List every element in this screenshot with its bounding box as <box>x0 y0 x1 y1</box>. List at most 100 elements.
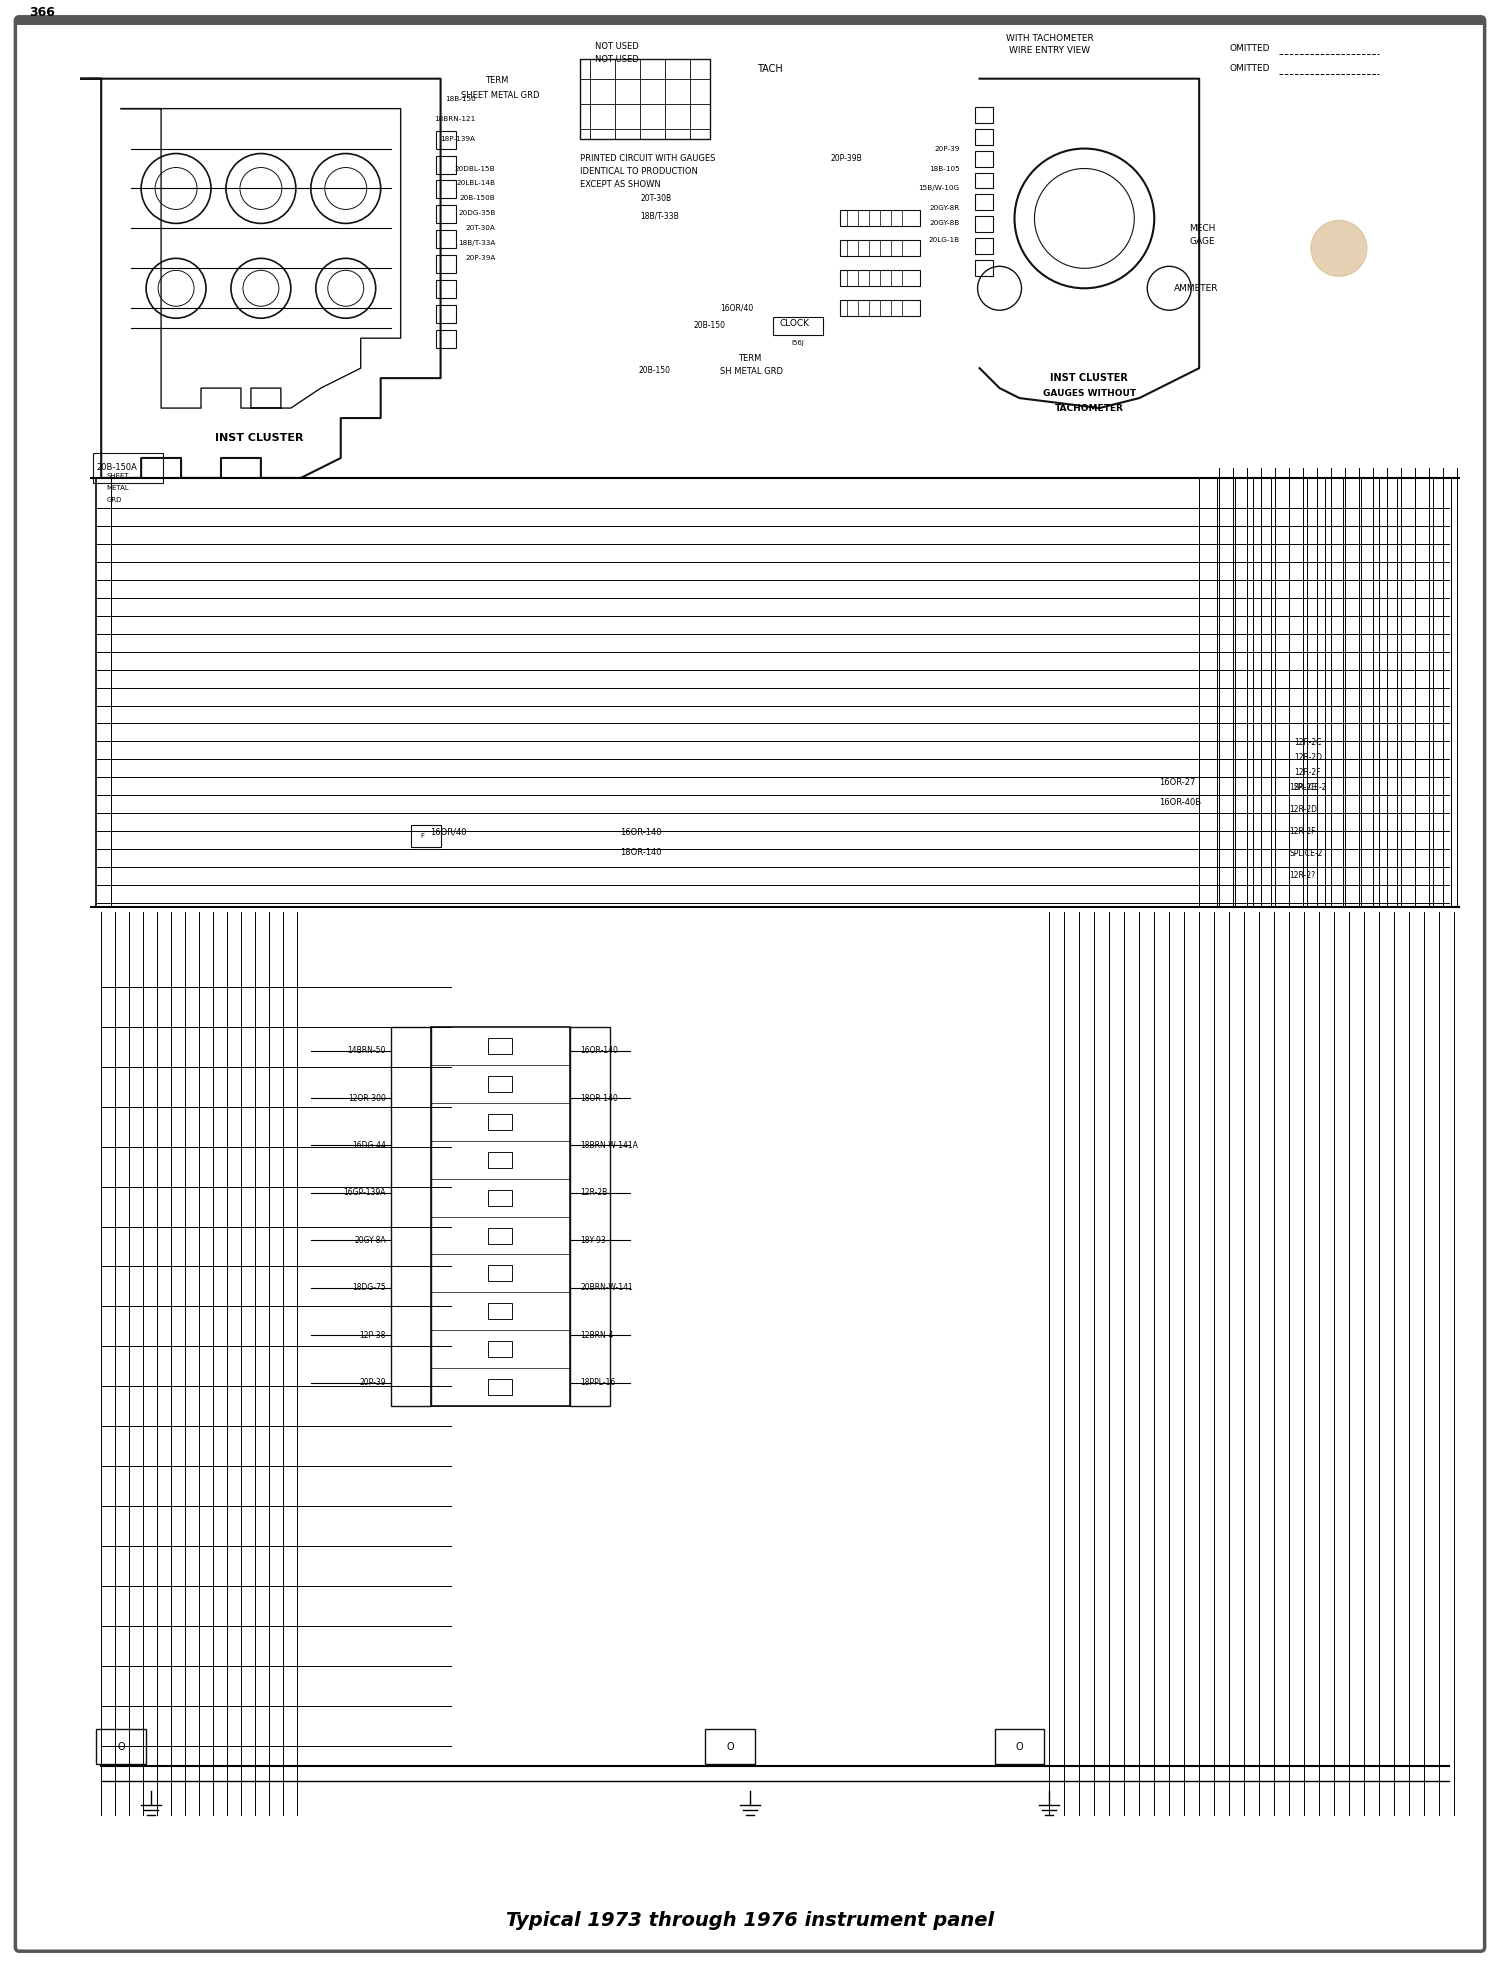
Text: 12R-2C: 12R-2C <box>1294 738 1322 747</box>
Text: 16OR-140: 16OR-140 <box>620 828 662 836</box>
Bar <box>435 305 456 323</box>
Text: 16OR/40: 16OR/40 <box>720 303 753 313</box>
Text: 18B/T-33A: 18B/T-33A <box>458 240 495 246</box>
Text: 12P-38: 12P-38 <box>360 1330 386 1340</box>
Text: 20B-150: 20B-150 <box>638 366 670 374</box>
Text: 20LBL-14B: 20LBL-14B <box>456 181 495 187</box>
Bar <box>489 1153 513 1168</box>
Text: GAGE: GAGE <box>1190 236 1215 246</box>
Text: SH METAL GRD: SH METAL GRD <box>720 366 783 376</box>
Text: 20BRN-W-141: 20BRN-W-141 <box>580 1282 633 1292</box>
Text: 20DG-35B: 20DG-35B <box>458 210 495 216</box>
Text: 20T-30A: 20T-30A <box>465 226 495 232</box>
Bar <box>93 452 164 484</box>
Text: 20T-30B: 20T-30B <box>640 195 672 203</box>
Text: 18Y-93: 18Y-93 <box>580 1235 606 1245</box>
Bar <box>411 826 441 848</box>
Text: 20GY-8A: 20GY-8A <box>354 1235 386 1245</box>
Bar <box>580 59 710 138</box>
Text: 15B/W-10G: 15B/W-10G <box>918 185 960 191</box>
Text: 20P-39: 20P-39 <box>358 1379 386 1387</box>
Bar <box>430 1027 570 1406</box>
Text: TACHOMETER: TACHOMETER <box>1054 403 1124 413</box>
Text: INST CLUSTER: INST CLUSTER <box>1050 374 1128 384</box>
Text: 20P-39A: 20P-39A <box>465 256 495 262</box>
Text: 12R-2F: 12R-2F <box>1288 826 1316 836</box>
Text: SHEET METAL GRD: SHEET METAL GRD <box>460 90 538 100</box>
Bar <box>570 1027 610 1406</box>
Text: NOT USED: NOT USED <box>596 41 639 51</box>
Bar <box>975 195 993 210</box>
Text: 366: 366 <box>30 6 56 20</box>
Text: SPLICE-2: SPLICE-2 <box>1294 783 1328 793</box>
Text: 18BRN-121: 18BRN-121 <box>435 116 476 122</box>
Bar <box>489 1379 513 1395</box>
Text: 16OR-140: 16OR-140 <box>580 1046 618 1054</box>
Bar <box>435 256 456 273</box>
Text: O: O <box>117 1741 124 1751</box>
Text: IDENTICAL TO PRODUCTION: IDENTICAL TO PRODUCTION <box>580 167 698 175</box>
Bar <box>435 281 456 299</box>
Text: 18BRN-W-141A: 18BRN-W-141A <box>580 1141 638 1151</box>
Text: EXCEPT AS SHOWN: EXCEPT AS SHOWN <box>580 181 662 189</box>
Text: 20B-150A: 20B-150A <box>96 464 136 472</box>
Text: 12R-2E: 12R-2E <box>1288 783 1316 793</box>
Text: PRINTED CIRCUIT WITH GAUGES: PRINTED CIRCUIT WITH GAUGES <box>580 153 716 163</box>
Bar <box>489 1113 513 1129</box>
Bar <box>435 181 456 199</box>
Bar <box>489 1039 513 1054</box>
Text: 12BRN-4: 12BRN-4 <box>580 1330 614 1340</box>
Text: 12R-2F: 12R-2F <box>1294 767 1320 777</box>
Text: 20B-150B: 20B-150B <box>459 195 495 201</box>
Text: 20B-150: 20B-150 <box>693 321 724 330</box>
Text: 20P-39: 20P-39 <box>934 146 960 151</box>
Bar <box>840 240 920 256</box>
Text: WITH TACHOMETER: WITH TACHOMETER <box>1005 33 1094 43</box>
Text: WIRE ENTRY VIEW: WIRE ENTRY VIEW <box>1010 47 1090 55</box>
Text: 16OR/40: 16OR/40 <box>430 828 466 836</box>
Bar <box>975 216 993 232</box>
Bar <box>705 1729 754 1764</box>
Bar <box>390 1027 430 1406</box>
Bar <box>975 106 993 122</box>
Text: 18OR-140: 18OR-140 <box>580 1094 618 1103</box>
Text: 16OR-40B: 16OR-40B <box>1160 799 1202 806</box>
Text: CLOCK: CLOCK <box>780 319 810 328</box>
Bar <box>975 260 993 275</box>
Text: 20GY-8R: 20GY-8R <box>930 205 960 210</box>
Text: 20GY-8B: 20GY-8B <box>930 220 960 226</box>
Text: 12R-2?: 12R-2? <box>1288 871 1316 879</box>
Text: 12R-2D: 12R-2D <box>1288 805 1317 814</box>
Text: 18DG-75: 18DG-75 <box>352 1282 386 1292</box>
Text: I56J: I56J <box>792 340 804 346</box>
Bar <box>772 317 824 334</box>
Bar <box>489 1304 513 1320</box>
Bar <box>994 1729 1044 1764</box>
Text: 18B/T-33B: 18B/T-33B <box>640 212 680 220</box>
Text: OMITTED: OMITTED <box>1228 65 1269 73</box>
Text: 12OR-300: 12OR-300 <box>348 1094 386 1103</box>
Text: GAUGES WITHOUT: GAUGES WITHOUT <box>1042 389 1136 397</box>
Text: METAL: METAL <box>106 486 129 492</box>
Text: 16OR-27: 16OR-27 <box>1160 777 1196 787</box>
Text: INST CLUSTER: INST CLUSTER <box>214 433 303 443</box>
Text: AMMETER: AMMETER <box>1174 283 1218 293</box>
Text: TERM: TERM <box>738 354 762 362</box>
Text: MECH: MECH <box>1190 224 1215 232</box>
Text: 16GP-139A: 16GP-139A <box>344 1188 386 1198</box>
Text: NOT USED: NOT USED <box>596 55 639 63</box>
Bar <box>840 301 920 317</box>
Bar <box>975 238 993 254</box>
Text: 18B-150: 18B-150 <box>446 96 476 102</box>
Bar <box>489 1265 513 1281</box>
Bar <box>435 230 456 248</box>
Text: 12R-2D: 12R-2D <box>1294 753 1322 761</box>
Circle shape <box>1311 220 1366 275</box>
Text: 18P-139A: 18P-139A <box>441 136 476 142</box>
Text: Typical 1973 through 1976 instrument panel: Typical 1973 through 1976 instrument pan… <box>506 1910 994 1930</box>
Text: 16DG-44: 16DG-44 <box>352 1141 386 1151</box>
Bar <box>975 173 993 189</box>
Text: 18OR-140: 18OR-140 <box>620 848 662 858</box>
Text: 14BRN-50: 14BRN-50 <box>348 1046 386 1054</box>
Bar <box>840 210 920 226</box>
